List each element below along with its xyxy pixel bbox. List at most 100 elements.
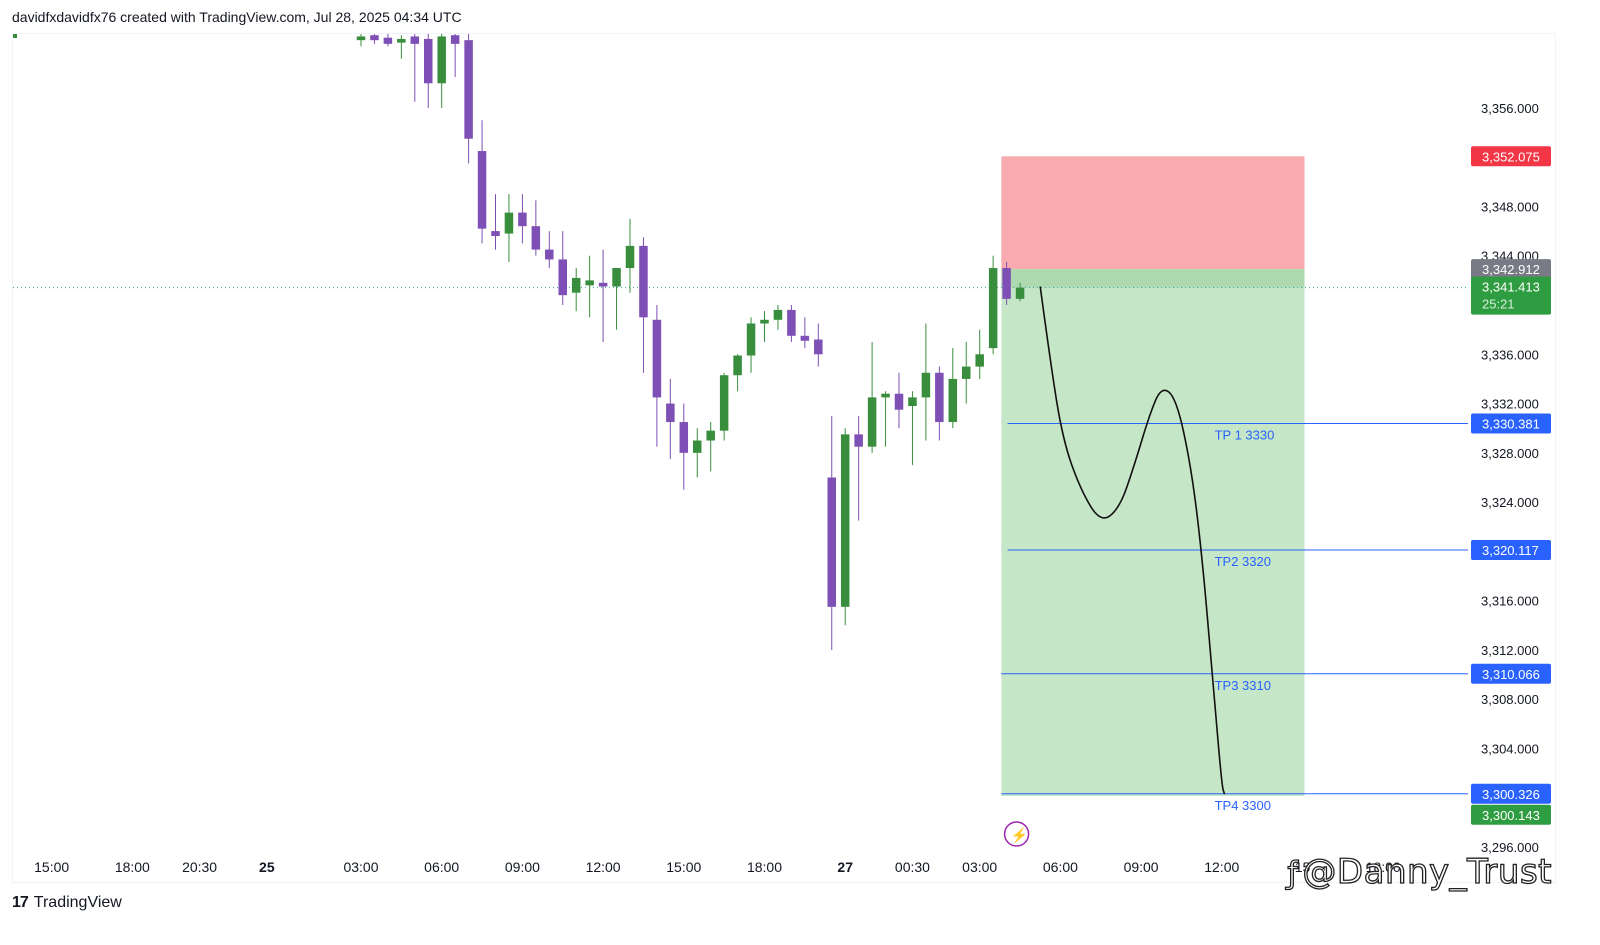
candle-body (773, 309, 783, 320)
bull-candle (773, 305, 783, 330)
y-axis-tick-label: 3,312.000 (1481, 643, 1539, 658)
bear-candle (666, 378, 675, 459)
lightning-icon-glyph: ⚡ (1011, 827, 1028, 844)
entry-price-badge: 3,342.912 (1482, 262, 1540, 277)
y-axis-tick-label: 3,356.000 (1481, 101, 1539, 116)
bear-candle (787, 305, 796, 342)
tp-price-badge-bg (1471, 783, 1551, 804)
stop-loss-zone (1001, 156, 1305, 270)
y-axis-tick-label: 3,348.000 (1481, 199, 1539, 214)
bull-candle (921, 323, 931, 441)
bull-candle (760, 311, 769, 342)
bear-candle (383, 34, 393, 47)
watermark-text: @Danny_Trust (1302, 851, 1552, 892)
take-profit-zone (1001, 269, 1305, 797)
candle-body (370, 35, 379, 41)
bear-candle (652, 305, 662, 447)
x-axis-tick-label: 27 (837, 859, 853, 875)
y-axis-tick-label: 3,328.000 (1481, 446, 1539, 461)
candle-body (585, 280, 594, 286)
candle-body (410, 36, 420, 44)
x-axis-tick-label: 18:00 (115, 859, 150, 875)
bear-candle (558, 231, 567, 306)
target-price-badge-bg (1471, 804, 1551, 825)
lightning-icon-ring (1003, 821, 1030, 847)
bull-candle (975, 329, 984, 379)
candle-body (881, 393, 890, 398)
candle-body (397, 38, 406, 43)
tp-label: TP3 3310 (1215, 678, 1271, 693)
bull-candle (625, 218, 635, 293)
tp-label: TP2 3320 (1215, 554, 1271, 569)
bear-candle (518, 194, 527, 244)
bull-candle (840, 428, 850, 626)
entry-band (1001, 269, 1305, 288)
projection-path (1039, 286, 1226, 795)
x-axis-tick-label: 06:00 (1043, 859, 1078, 875)
candle-body (437, 36, 446, 84)
y-axis-tick-label: 3,332.000 (1481, 397, 1539, 412)
tp-price-badge: 3,300.326 (1482, 787, 1540, 802)
candle-body (612, 268, 621, 287)
bear-candle (531, 200, 541, 256)
bear-candle (814, 323, 823, 367)
candle-body (464, 40, 473, 139)
y-axis-tick-label: 3,296.000 (1481, 840, 1539, 855)
stop-price-badge-bg (1471, 146, 1551, 167)
chart-attribution: davidfxdavidfx76 created with TradingVie… (12, 9, 462, 25)
candle-body (787, 309, 796, 336)
bull-candle (988, 255, 998, 355)
bull-candle (881, 391, 890, 447)
candle-body (545, 249, 554, 260)
candle-body (639, 245, 648, 318)
candle-body (679, 422, 689, 453)
tradingview-brand-label: TradingView (33, 894, 122, 911)
candle-body (356, 36, 366, 41)
bear-candle (1002, 261, 1011, 306)
x-axis-tick-label: 09:00 (505, 859, 540, 875)
bull-candle (356, 34, 366, 47)
candle-body (706, 430, 715, 441)
candle-body (827, 477, 836, 607)
x-axis-tick-label: 12:00 (586, 859, 621, 875)
y-axis-tick-label: 3,324.000 (1481, 495, 1539, 510)
candle-body (531, 226, 541, 250)
bear-candle (477, 120, 487, 244)
bull-candle (612, 268, 621, 330)
candle-body (518, 212, 527, 227)
tp-label: TP4 3300 (1215, 798, 1271, 813)
bear-candle (894, 372, 904, 429)
bear-candle (827, 415, 836, 650)
price-chart[interactable]: TP 1 3330 TP2 3320 TP3 3310 TP4 3300 ⚡ 3,356.… (13, 34, 1557, 884)
x-axis-tick-label: 18:00 (747, 859, 782, 875)
watermark: ƒ @Danny_Trust (1287, 851, 1552, 892)
candle-body (800, 335, 810, 341)
y-axis-tick-label: 3,308.000 (1481, 692, 1539, 707)
candle-body (840, 434, 850, 607)
left-edge-candle-fragment (13, 34, 17, 38)
bull-candle (693, 428, 702, 478)
candle-body (921, 372, 931, 398)
chart-pane[interactable]: TP 1 3330 TP2 3320 TP3 3310 TP4 3300 ⚡ 3,356.… (12, 33, 1556, 883)
bull-candle (746, 317, 756, 373)
candle-body (598, 282, 608, 287)
candle-body (491, 231, 500, 237)
candle-body (477, 151, 487, 229)
current-price-badge-bg (1471, 276, 1551, 315)
tp-price-badge-bg (1471, 539, 1551, 560)
candle-body (746, 323, 756, 356)
bull-candle (962, 341, 971, 404)
plot-area: TP 1 3330 TP2 3320 TP3 3310 TP4 3300 (13, 34, 1468, 813)
y-axis-tick-label: 3,304.000 (1481, 741, 1539, 756)
tradingview-logo-icon: 17 (12, 894, 29, 911)
x-axis-tick-label: 25 (259, 859, 275, 875)
x-axis-tick-label: 15:00 (666, 859, 701, 875)
candle-body (854, 434, 863, 447)
tradingview-brand[interactable]: 17 TradingView (12, 894, 122, 912)
bear-candle (545, 231, 554, 269)
social-logo-icon: ƒ (1287, 855, 1299, 891)
candle-body (652, 319, 662, 398)
candle-body (988, 268, 998, 349)
bull-candle (706, 422, 715, 472)
bull-candle (397, 35, 406, 59)
